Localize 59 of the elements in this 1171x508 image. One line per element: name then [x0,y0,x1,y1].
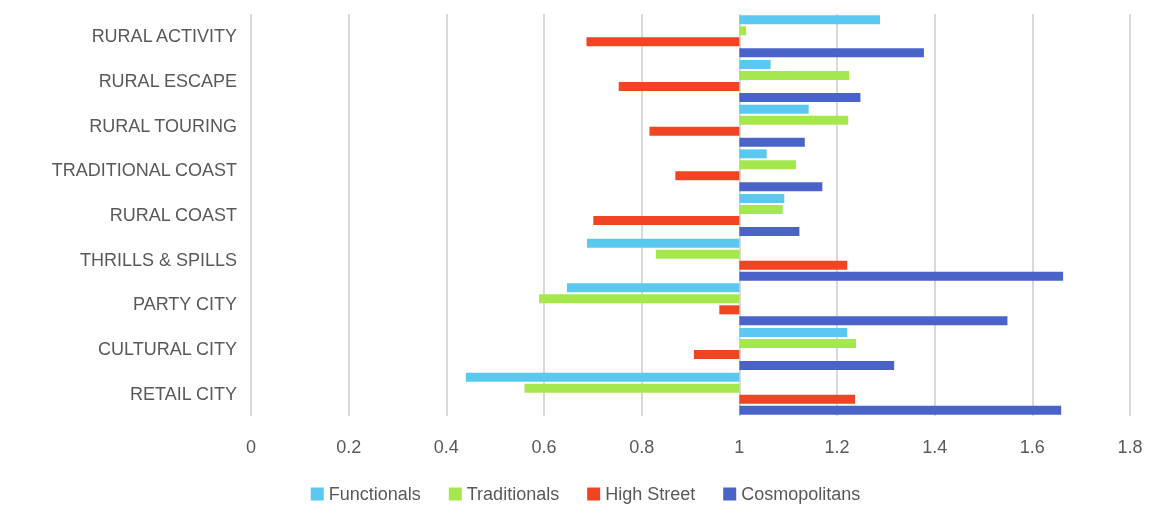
bar [739,26,747,36]
bar [739,361,895,370]
x-tick-label: 1.6 [1019,437,1045,457]
x-tick-label: 0 [245,437,257,457]
bar [739,328,848,337]
x-tick-label: 0.2 [336,437,362,457]
x-tick-label: 0.6 [531,437,557,457]
bar [739,137,805,147]
bar [739,339,857,348]
bar [693,350,740,359]
bar [566,283,740,293]
bar [586,238,740,248]
bar [739,405,1062,415]
legend-label: High Street [605,484,696,504]
bar [739,15,880,25]
legend-label: Traditionals [466,484,560,504]
bar [539,294,740,304]
bar [739,182,823,192]
bar [719,305,740,315]
bar [739,48,924,58]
y-tick-label: RURAL COAST [109,205,237,225]
bar [618,82,740,91]
x-tick-label: 1.2 [824,437,850,457]
legend-label: Functionals [328,484,421,504]
y-tick-label: CULTURAL CITY [97,339,237,359]
bar [739,93,861,102]
x-tick-label: 0.4 [433,437,459,457]
bar [739,205,783,214]
bar [739,227,800,236]
y-tick-label: RURAL TOURING [89,115,237,136]
bar [586,37,740,47]
bar [739,316,1008,326]
y-tick-label: PARTY CITY [132,294,237,315]
bar [739,260,848,270]
bar [675,171,740,181]
bar [739,115,849,125]
bar [524,383,740,393]
x-tick-label: 1.4 [922,437,948,457]
legend-label: Cosmopolitans [741,484,861,504]
bar [739,60,771,69]
y-tick-label: RURAL ACTIVITY [91,26,237,47]
x-tick-label: 1 [734,437,745,457]
y-tick-label: TRADITIONAL COAST [51,160,237,181]
bar [739,394,856,404]
bar [739,160,796,170]
bar [465,372,740,382]
y-tick-label: RURAL ESCAPE [98,71,237,91]
bar [649,126,740,136]
x-tick-label: 1.8 [1117,437,1143,457]
x-tick-label: 0.8 [629,437,655,457]
bar [739,271,1064,281]
bar [739,71,850,80]
bar [739,104,809,114]
bar [739,149,767,159]
y-tick-label: RETAIL CITY [129,383,237,404]
bar [655,249,740,259]
y-tick-label: THRILLS & SPILLS [79,249,237,270]
bar [739,194,785,203]
bar [593,216,740,225]
